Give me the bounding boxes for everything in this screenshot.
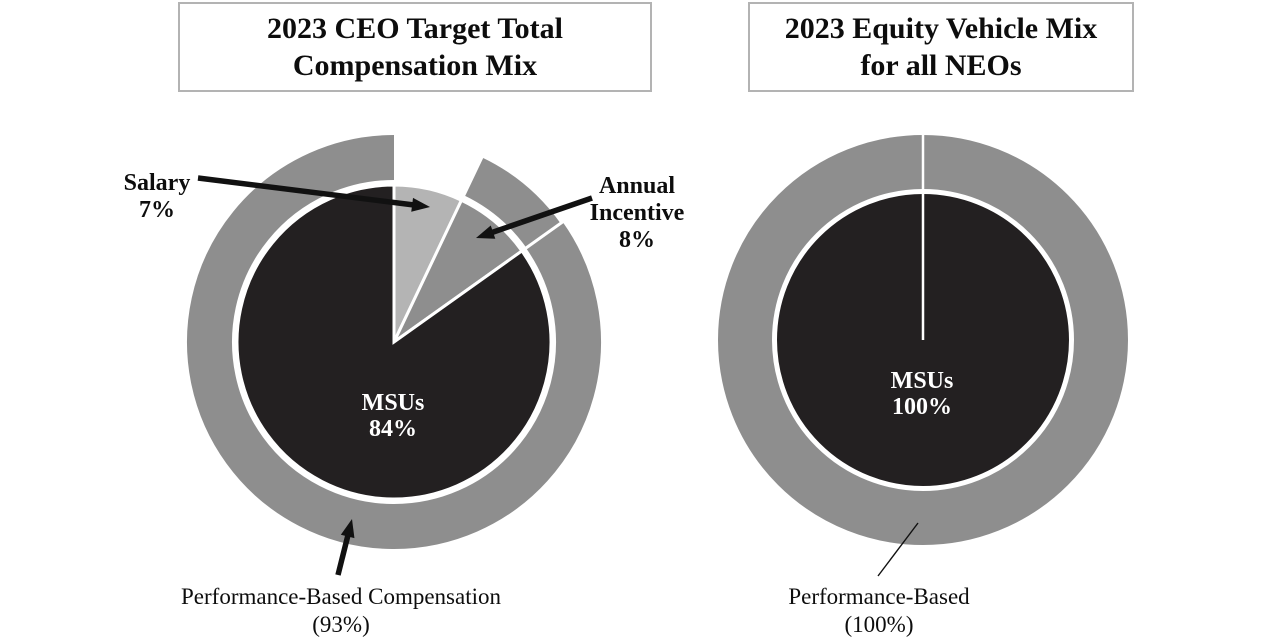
- chart2-title-box: 2023 Equity Vehicle Mix for all NEOs: [748, 2, 1134, 92]
- salary-arrow-head: [411, 197, 430, 212]
- msus-84-label: MSUs 84%: [361, 390, 425, 442]
- exploded-ring-segment: [461, 153, 564, 251]
- leader-line: [877, 522, 919, 577]
- ceo-compensation-chart: [187, 135, 601, 549]
- annual-incentive-arrow: [489, 195, 593, 236]
- performance-based-compensation-label: Performance-Based Compensation (93%): [181, 584, 501, 637]
- chart1-title-box: 2023 CEO Target Total Compensation Mix: [178, 2, 652, 92]
- salary-label: Salary 7%: [123, 170, 191, 223]
- performance-ring-arrow-head: [340, 519, 355, 539]
- performance-based-label: Performance-Based (100%): [788, 584, 970, 637]
- salary-arrow: [197, 175, 416, 208]
- annotation-arrows: [197, 175, 919, 577]
- annual-incentive-label: Annual Incentive 8%: [589, 173, 685, 253]
- performance-ring-arrow: [335, 532, 352, 576]
- msus-slice: [235, 183, 553, 501]
- msus-100-label: MSUs 100%: [890, 368, 954, 420]
- performance-ring: [187, 135, 601, 549]
- equity-vehicle-chart: [718, 135, 1128, 545]
- annual-incentive-arrow-head: [476, 225, 496, 239]
